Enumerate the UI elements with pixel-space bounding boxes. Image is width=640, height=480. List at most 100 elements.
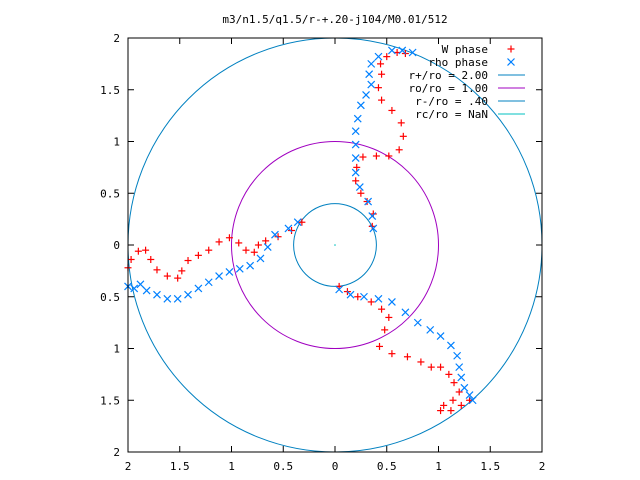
point-0-7: [235, 239, 243, 247]
legend-swatch-1: [507, 58, 515, 66]
point-0-58: [374, 84, 382, 92]
point-1-7: [225, 267, 234, 276]
y-tick-label-7: 1.5: [100, 394, 120, 407]
point-0-30: [388, 350, 396, 358]
point-1-22: [374, 294, 383, 303]
point-1-20: [346, 290, 355, 299]
point-0-61: [383, 53, 391, 61]
point-1-13: [163, 294, 172, 303]
point-0-24: [354, 293, 362, 301]
point-1-17: [130, 284, 139, 293]
point-1-4: [256, 254, 265, 263]
point-0-27: [385, 313, 393, 321]
point-1-45: [362, 91, 370, 99]
point-0-42: [457, 401, 465, 409]
point-1-38: [355, 183, 364, 191]
point-1-21: [360, 292, 368, 301]
point-1-1: [284, 224, 293, 233]
point-1-37: [364, 197, 373, 206]
point-0-33: [427, 363, 435, 371]
point-1-43: [353, 114, 362, 123]
point-0-31: [403, 353, 411, 361]
y-tick-label-5: 0.5: [100, 291, 120, 304]
center-dot: [334, 244, 336, 246]
point-0-35: [445, 370, 453, 378]
x-tick-label-1: 1.5: [170, 460, 190, 473]
point-0-17: [147, 255, 155, 263]
point-1-2: [271, 230, 279, 239]
x-tick-label-5: 0.5: [377, 460, 397, 473]
point-0-32: [417, 358, 425, 366]
point-1-48: [367, 59, 376, 68]
point-0-53: [395, 146, 403, 154]
point-1-0: [293, 218, 302, 227]
point-0-51: [372, 152, 380, 160]
x-tick-label-7: 1.5: [480, 460, 500, 473]
point-1-52: [408, 48, 417, 57]
point-0-26: [378, 305, 386, 313]
point-0-52: [385, 152, 393, 160]
legend-label-4: r-/ro = .40: [415, 95, 488, 108]
point-0-25: [367, 298, 375, 306]
point-1-14: [153, 290, 161, 299]
y-tick-label-2: 1: [113, 136, 120, 149]
point-0-57: [378, 96, 386, 104]
point-1-32: [460, 383, 469, 392]
point-1-51: [398, 46, 407, 55]
series-1: [124, 46, 477, 405]
point-1-41: [351, 140, 360, 149]
point-1-47: [365, 70, 374, 79]
point-1-40: [351, 154, 360, 162]
point-0-34: [437, 363, 445, 371]
point-0-2: [274, 233, 282, 241]
point-0-56: [388, 106, 396, 114]
legend-label-0: W phase: [442, 43, 488, 56]
point-0-12: [184, 257, 192, 265]
point-1-42: [351, 127, 360, 136]
point-0-48: [352, 177, 360, 185]
point-1-8: [215, 272, 224, 280]
point-1-34: [468, 396, 477, 405]
legend-label-5: rc/ro = NaN: [415, 108, 488, 121]
legend-label-1: rho phase: [428, 56, 488, 69]
point-0-50: [359, 153, 367, 161]
point-0-46: [363, 198, 371, 206]
x-tick-label-3: 0.5: [273, 460, 293, 473]
point-0-9: [215, 238, 223, 246]
point-1-19: [335, 285, 344, 294]
point-1-26: [426, 325, 435, 334]
point-1-27: [436, 332, 445, 341]
point-0-14: [174, 274, 182, 282]
point-0-4: [254, 241, 262, 249]
x-tick-label-2: 1: [228, 460, 235, 473]
point-1-44: [356, 101, 365, 110]
axis-ticks: 2 1.5 1 0.5 0 0.5 1 1.5 221.510.500.511.52: [100, 32, 545, 473]
x-tick-label-8: 2: [539, 460, 546, 473]
point-0-10: [205, 246, 213, 254]
point-0-8: [225, 234, 233, 242]
point-0-40: [437, 407, 445, 415]
point-0-36: [450, 379, 458, 387]
point-0-54: [399, 132, 407, 140]
point-0-49: [353, 163, 361, 171]
point-1-36: [368, 212, 377, 220]
point-0-11: [194, 251, 202, 259]
point-1-49: [374, 52, 383, 61]
x-tick-label-4: 0: [332, 460, 339, 473]
point-1-23: [388, 298, 396, 306]
point-0-59: [378, 70, 386, 78]
point-1-12: [173, 294, 182, 303]
point-0-39: [440, 401, 448, 409]
point-0-18: [142, 246, 150, 254]
point-1-50: [388, 46, 396, 55]
point-1-5: [246, 261, 255, 270]
point-0-1: [288, 227, 296, 235]
point-0-38: [449, 396, 457, 404]
point-1-9: [204, 278, 213, 287]
x-tick-label-6: 1: [435, 460, 442, 473]
legend-label-3: ro/ro = 1.00: [409, 82, 488, 95]
y-tick-label-0: 2: [113, 32, 120, 45]
point-1-30: [455, 363, 464, 372]
